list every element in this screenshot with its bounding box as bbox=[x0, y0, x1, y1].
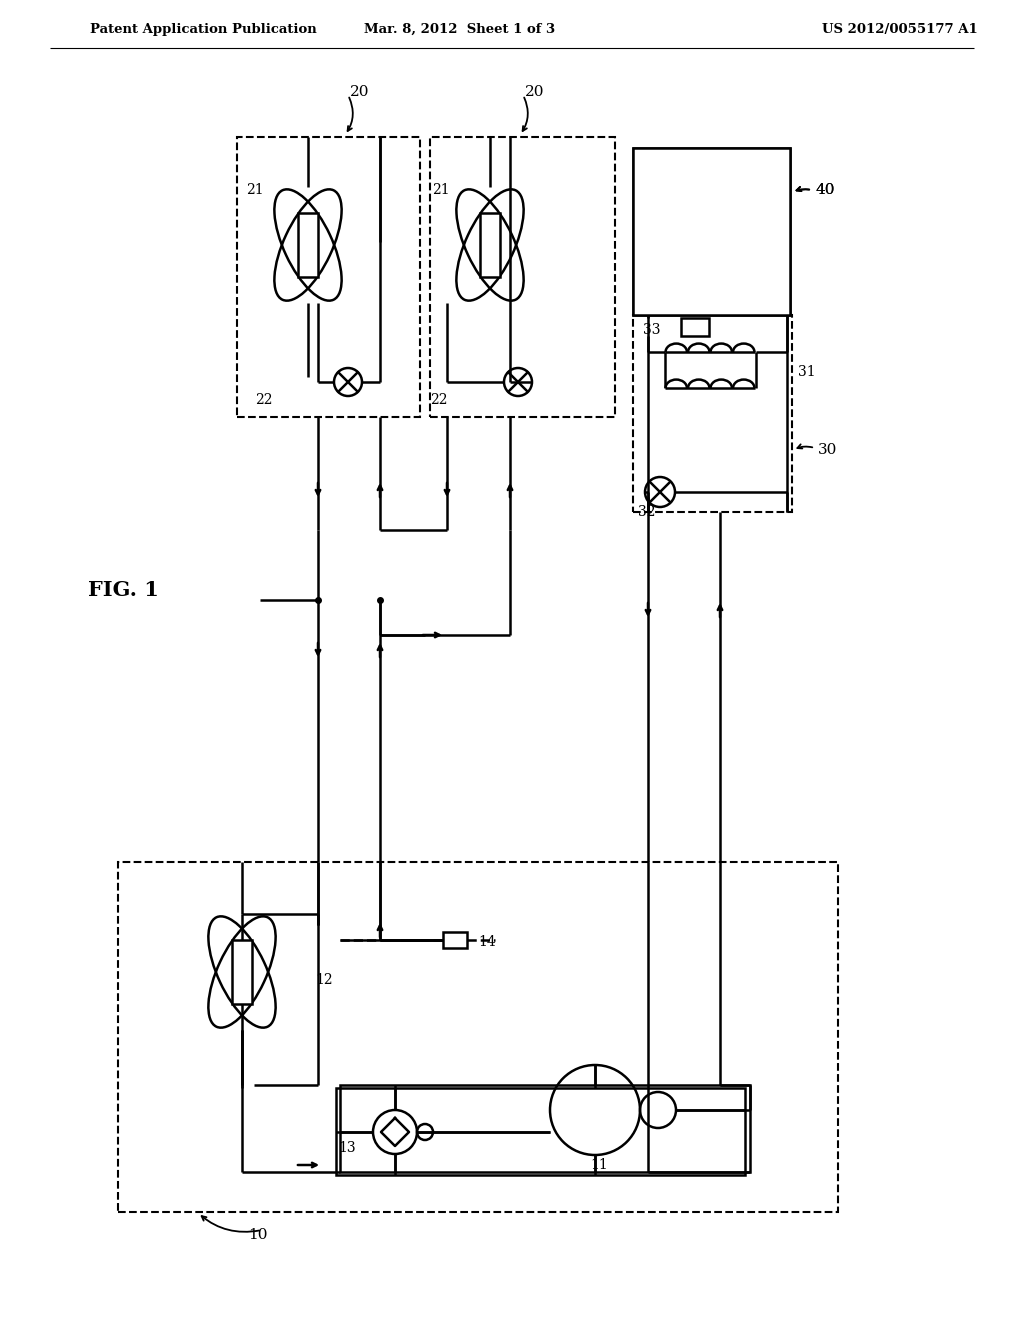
Bar bbox=[443, 932, 467, 948]
Text: Patent Application Publication: Patent Application Publication bbox=[90, 22, 316, 36]
Text: 21: 21 bbox=[432, 183, 450, 197]
Text: 14: 14 bbox=[478, 935, 496, 949]
Bar bbox=[430, 137, 615, 417]
Text: 22: 22 bbox=[430, 393, 447, 407]
Bar bbox=[118, 862, 838, 1212]
Text: 31: 31 bbox=[798, 366, 816, 379]
Text: 33: 33 bbox=[643, 323, 660, 337]
Text: Mar. 8, 2012  Sheet 1 of 3: Mar. 8, 2012 Sheet 1 of 3 bbox=[365, 22, 556, 36]
Bar bbox=[237, 137, 420, 417]
Text: 32: 32 bbox=[638, 506, 655, 519]
Bar bbox=[681, 318, 709, 337]
Text: US 2012/0055177 A1: US 2012/0055177 A1 bbox=[822, 22, 978, 36]
Text: 40: 40 bbox=[815, 183, 835, 197]
Text: FIG. 1: FIG. 1 bbox=[88, 579, 159, 601]
Bar bbox=[633, 148, 790, 315]
Text: 10: 10 bbox=[248, 1228, 267, 1242]
Text: 21: 21 bbox=[246, 183, 263, 197]
Text: 20: 20 bbox=[350, 84, 370, 99]
Text: 11: 11 bbox=[590, 1158, 608, 1172]
Text: 12: 12 bbox=[315, 973, 333, 987]
Bar bbox=[231, 940, 252, 1003]
Bar bbox=[336, 1088, 745, 1175]
Text: 40: 40 bbox=[815, 183, 835, 197]
Bar bbox=[633, 315, 792, 512]
Bar bbox=[479, 214, 501, 277]
Text: 13: 13 bbox=[338, 1140, 355, 1155]
Bar bbox=[298, 214, 318, 277]
Bar bbox=[633, 148, 790, 315]
Text: 20: 20 bbox=[525, 84, 545, 99]
Text: 22: 22 bbox=[255, 393, 272, 407]
Text: 30: 30 bbox=[818, 444, 838, 457]
Bar bbox=[340, 1085, 750, 1172]
